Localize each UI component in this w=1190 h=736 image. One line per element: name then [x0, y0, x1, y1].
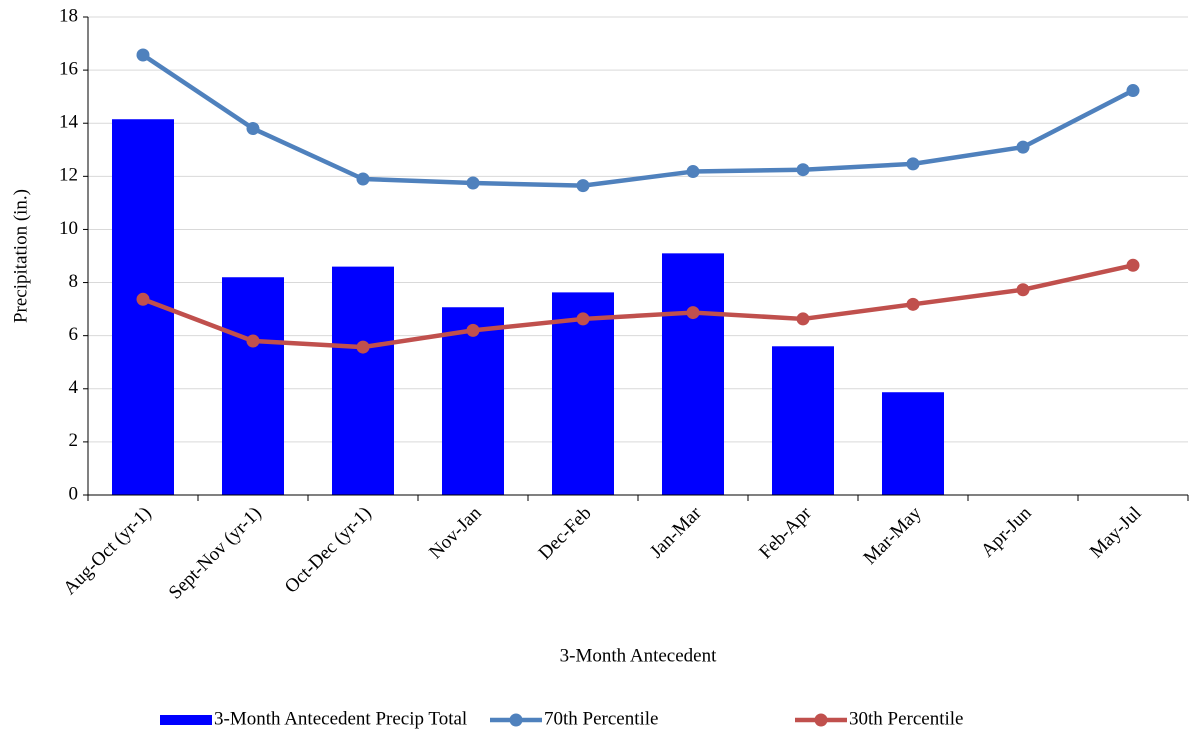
marker [356, 172, 370, 186]
legend-marker [814, 713, 828, 727]
marker [1016, 283, 1030, 297]
marker [1126, 258, 1140, 272]
marker [136, 48, 150, 62]
marker [576, 179, 590, 193]
legend-label: 70th Percentile [544, 708, 659, 729]
marker [246, 334, 260, 348]
marker [906, 157, 920, 171]
y-tick-label: 6 [69, 324, 79, 345]
bar [882, 392, 944, 495]
y-tick-label: 4 [69, 377, 79, 398]
marker [1126, 84, 1140, 98]
marker [906, 297, 920, 311]
marker [466, 323, 480, 337]
marker [796, 163, 810, 177]
bar [222, 277, 284, 495]
marker [246, 122, 260, 136]
bar [552, 292, 614, 495]
legend-label: 30th Percentile [849, 708, 964, 729]
y-tick-label: 10 [59, 218, 78, 239]
legend-marker [509, 713, 523, 727]
x-tick-label: Apr-Jun [977, 502, 1036, 561]
x-axis-title: 3-Month Antecedent [560, 645, 717, 666]
y-tick-label: 8 [69, 271, 79, 292]
legend-label: 3-Month Antecedent Precip Total [214, 708, 467, 729]
y-tick-label: 12 [59, 165, 78, 186]
legend-swatch [160, 715, 212, 725]
marker [466, 176, 480, 190]
bar [332, 266, 394, 495]
y-tick-label: 18 [59, 5, 78, 26]
x-tick-label: Aug-Oct (yr-1) [59, 503, 155, 599]
line [142, 263, 1134, 350]
marker [136, 292, 150, 306]
marker [1016, 140, 1030, 154]
marker [356, 340, 370, 354]
y-axis-title: Precipitation (in.) [10, 189, 31, 323]
marker [686, 306, 700, 320]
x-tick-label: Sept-Nov (yr-1) [165, 503, 266, 604]
y-tick-label: 16 [59, 58, 78, 79]
marker [576, 312, 590, 326]
x-tick-label: Mar-May [860, 502, 926, 568]
marker [796, 312, 810, 326]
marker [686, 165, 700, 179]
y-tick-label: 14 [59, 112, 79, 133]
bar [662, 253, 724, 495]
x-tick-label: Dec-Feb [535, 503, 596, 564]
x-tick-label: Jan-Mar [646, 502, 706, 562]
x-tick-label: Nov-Jan [425, 502, 486, 563]
x-tick-label: Oct-Dec (yr-1) [281, 503, 376, 598]
y-tick-label: 2 [69, 430, 79, 451]
bar [442, 307, 504, 495]
bar [772, 346, 834, 495]
y-tick-label: 0 [69, 483, 79, 504]
x-tick-label: May-Jul [1086, 503, 1146, 563]
x-tick-label: Feb-Apr [755, 502, 816, 563]
line [141, 53, 1135, 188]
